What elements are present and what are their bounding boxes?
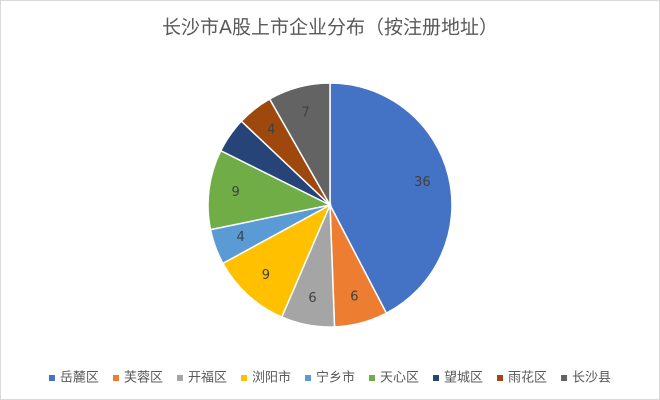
pie-slice: [329, 82, 453, 315]
legend-label: 望城区: [444, 370, 483, 386]
legend-label: 芙蓉区: [124, 371, 163, 386]
legend-marker: [497, 375, 504, 381]
data-label: 9: [262, 268, 270, 283]
data-label: 4: [237, 230, 245, 245]
data-label: 4: [267, 123, 275, 138]
legend-marker: [112, 375, 119, 381]
legend: 岳麓区 芙蓉区 开福区 浏阳市 宁乡市 天心区 望城区 雨花区 长沙县: [48, 370, 611, 386]
legend-label: 长沙县: [572, 371, 611, 386]
pie-slice: [268, 82, 331, 208]
legend-marker: [561, 375, 568, 381]
legend-label: 宁乡市: [316, 370, 355, 386]
legend-label: 浏阳市: [252, 370, 291, 386]
legend-marker: [304, 375, 311, 381]
legend-marker: [48, 375, 55, 381]
pie-slice: [221, 203, 332, 319]
data-label: 6: [350, 289, 358, 304]
data-label: 6: [308, 291, 316, 306]
legend-marker: [240, 375, 247, 381]
legend-marker: [176, 375, 183, 381]
chart-title: 长沙市A股上市企业分布（按注册地址）: [162, 17, 498, 39]
legend-marker: [369, 375, 376, 381]
legend-label: 天心区: [380, 371, 419, 386]
legend-label: 岳麓区: [60, 371, 99, 386]
pie-slice: [207, 149, 333, 231]
data-label: 9: [231, 185, 239, 200]
legend-label: 雨花区: [508, 370, 547, 386]
legend-label: 开福区: [188, 371, 227, 386]
legend-marker: [433, 375, 440, 381]
data-label: 7: [302, 106, 310, 121]
data-label: 36: [414, 175, 431, 190]
